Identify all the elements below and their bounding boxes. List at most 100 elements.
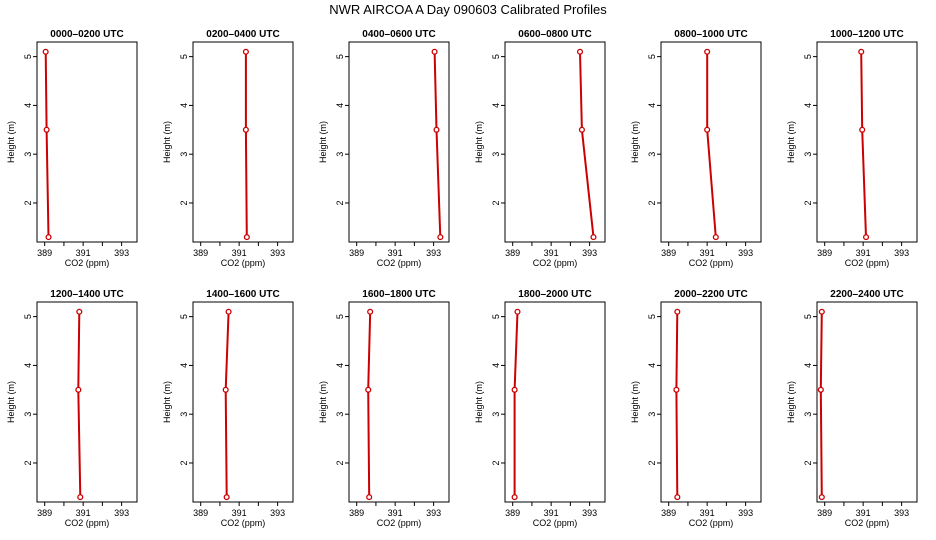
profile-point <box>704 126 711 133</box>
x-tick-label: 393 <box>114 248 129 258</box>
profile-point <box>712 234 719 241</box>
panel-6: 1200–1400 UTC 389 391 393 CO2 (ppm) 2 3 4 5 Heigh… <box>6 289 138 528</box>
panel-7: 1400–1600 UTC 389 391 393 CO2 (ppm) 2 3 4 5 Heigh… <box>162 289 294 528</box>
page-title: NWR AIRCOA A Day 090603 Calibrated Profi… <box>329 2 607 17</box>
x-tick-label: 391 <box>232 248 247 258</box>
y-tick-label: 4 <box>491 363 501 368</box>
plot-frame <box>504 301 606 503</box>
profile-point <box>243 234 250 241</box>
y-tick-label: 2 <box>335 460 345 465</box>
x-tick-label: 389 <box>193 248 208 258</box>
plot-frame <box>36 41 138 243</box>
y-tick-label: 3 <box>179 412 189 417</box>
y-tick-label: 5 <box>179 314 189 319</box>
x-tick-label: 393 <box>426 248 441 258</box>
panel-title: 0600–0800 UTC <box>518 29 591 40</box>
profile-point <box>514 308 521 315</box>
y-tick-label: 3 <box>335 152 345 157</box>
panel-9: 1800–2000 UTC 389 391 393 CO2 (ppm) 2 3 4 5 Heigh… <box>474 289 606 528</box>
x-tick-label: 391 <box>856 248 871 258</box>
panel-title: 1600–1800 UTC <box>362 289 435 300</box>
y-tick-label: 4 <box>803 363 813 368</box>
x-axis-label: CO2 (ppm) <box>65 518 110 528</box>
panel-title: 0200–0400 UTC <box>206 29 279 40</box>
y-axis-label: Height (m) <box>474 381 484 423</box>
y-tick-label: 4 <box>647 363 657 368</box>
profile-point <box>674 308 681 315</box>
panel-title: 0400–0600 UTC <box>362 29 435 40</box>
y-axis-label: Height (m) <box>318 381 328 423</box>
y-axis-label: Height (m) <box>630 381 640 423</box>
x-tick-label: 393 <box>582 508 597 518</box>
profile-point <box>858 48 865 55</box>
y-axis-label: Height (m) <box>162 381 172 423</box>
y-tick-label: 5 <box>803 54 813 59</box>
x-tick-label: 393 <box>270 508 285 518</box>
profile-point <box>365 386 372 393</box>
profile-line <box>706 51 717 238</box>
plot-frame <box>36 301 138 503</box>
profile-line <box>77 311 82 498</box>
panel-0: 0000–0200 UTC 389 391 393 CO2 (ppm) 2 3 4 5 Heigh… <box>6 29 138 268</box>
x-tick-label: 391 <box>544 508 559 518</box>
x-tick-label: 393 <box>894 508 909 518</box>
panel-title: 1200–1400 UTC <box>50 289 123 300</box>
y-tick-label: 2 <box>803 460 813 465</box>
panel-5: 1000–1200 UTC 389 391 393 CO2 (ppm) 2 3 4 5 Heigh… <box>786 29 918 268</box>
panel-title: 2200–2400 UTC <box>830 289 903 300</box>
y-tick-label: 2 <box>179 460 189 465</box>
x-axis-label: CO2 (ppm) <box>533 518 578 528</box>
y-tick-label: 4 <box>647 103 657 108</box>
y-axis-label: Height (m) <box>786 121 796 163</box>
profile-point <box>242 126 249 133</box>
panels-grid: 0000–0200 UTC 389 391 393 CO2 (ppm) 2 3 4 5 Heigh… <box>6 29 918 528</box>
y-axis-label: Height (m) <box>318 121 328 163</box>
y-tick-label: 4 <box>179 103 189 108</box>
x-tick-label: 393 <box>738 508 753 518</box>
profile-point <box>43 126 50 133</box>
y-tick-label: 3 <box>803 412 813 417</box>
y-tick-label: 2 <box>491 200 501 205</box>
profile-point <box>433 126 440 133</box>
x-tick-label: 391 <box>388 508 403 518</box>
y-tick-label: 2 <box>179 200 189 205</box>
profile-point <box>77 494 84 501</box>
x-axis-label: CO2 (ppm) <box>377 258 422 268</box>
x-tick-label: 389 <box>505 508 520 518</box>
panel-8: 1600–1800 UTC 389 391 393 CO2 (ppm) 2 3 4 5 Heigh… <box>318 289 450 528</box>
x-tick-label: 389 <box>349 508 364 518</box>
x-axis-label: CO2 (ppm) <box>377 518 422 528</box>
y-axis-label: Height (m) <box>630 121 640 163</box>
plot-frame <box>816 301 918 503</box>
plot-frame <box>192 41 294 243</box>
profile-point <box>817 386 824 393</box>
y-tick-label: 4 <box>23 103 33 108</box>
x-tick-label: 389 <box>817 508 832 518</box>
panel-title: 1400–1600 UTC <box>206 289 279 300</box>
x-tick-label: 393 <box>738 248 753 258</box>
plot-frame <box>348 41 450 243</box>
panel-11: 2200–2400 UTC 389 391 393 CO2 (ppm) 2 3 4 5 Heigh… <box>786 289 918 528</box>
x-tick-label: 393 <box>114 508 129 518</box>
plot-frame <box>348 301 450 503</box>
y-tick-label: 2 <box>23 200 33 205</box>
y-tick-label: 4 <box>179 363 189 368</box>
panel-title: 1000–1200 UTC <box>830 29 903 40</box>
y-tick-label: 5 <box>491 314 501 319</box>
y-tick-label: 2 <box>803 200 813 205</box>
x-axis-label: CO2 (ppm) <box>845 518 890 528</box>
x-tick-label: 393 <box>894 248 909 258</box>
panel-10: 2000–2200 UTC 389 391 393 CO2 (ppm) 2 3 4 5 Heigh… <box>630 289 762 528</box>
panel-title: 1800–2000 UTC <box>518 289 591 300</box>
profile-point <box>673 386 680 393</box>
profile-line <box>244 51 248 238</box>
profile-point <box>704 48 711 55</box>
x-tick-label: 389 <box>349 248 364 258</box>
profile-line <box>675 311 679 498</box>
y-tick-label: 3 <box>491 412 501 417</box>
x-axis-label: CO2 (ppm) <box>845 258 890 268</box>
profile-point <box>578 126 585 133</box>
x-tick-label: 389 <box>817 248 832 258</box>
profile-point <box>818 308 825 315</box>
